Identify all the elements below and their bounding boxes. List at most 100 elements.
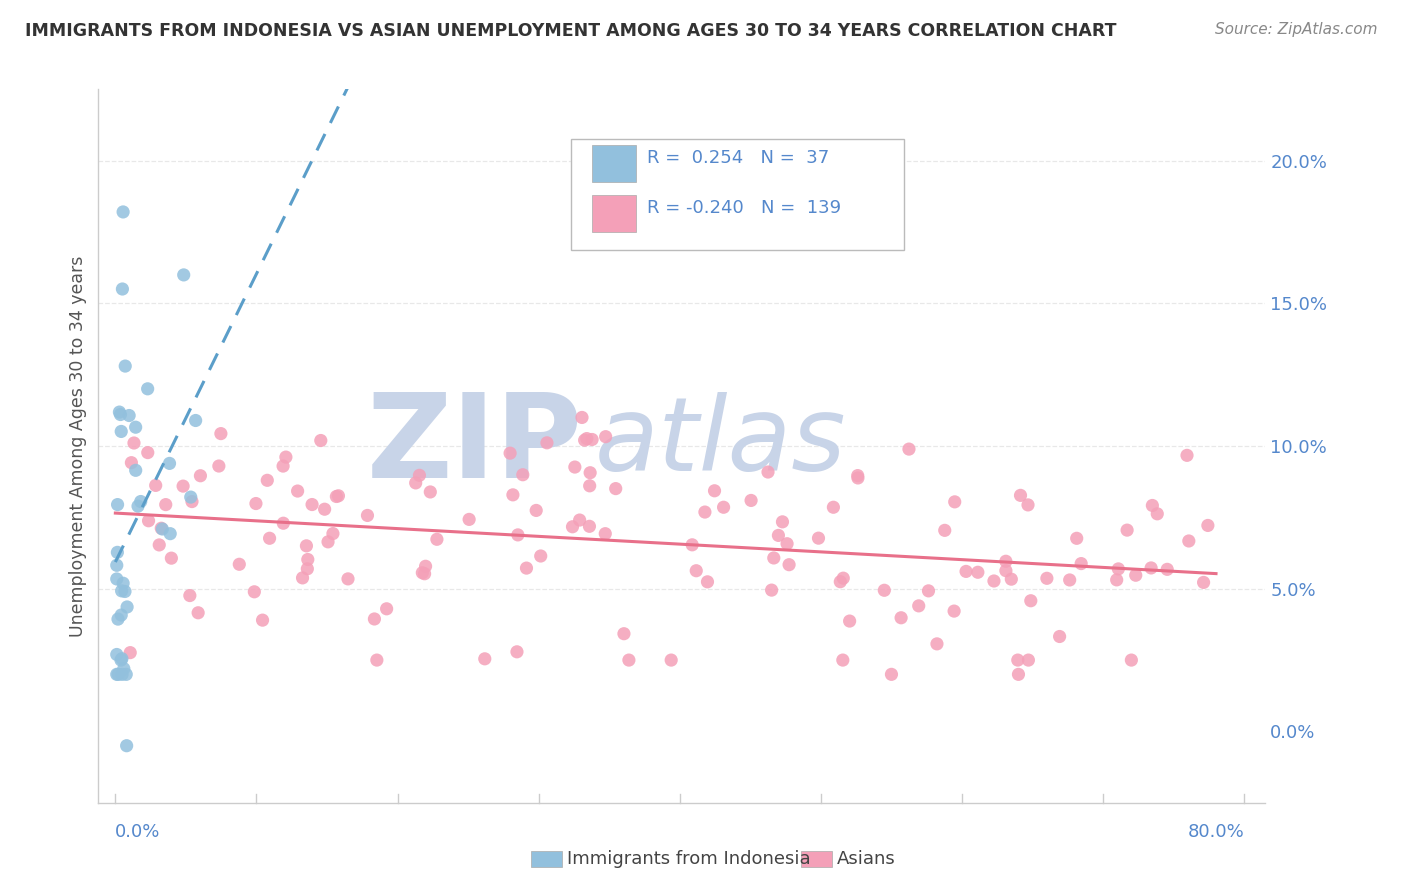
Point [1059,573,1081,587]
Point [125,463,148,477]
Point [1036,571,1059,585]
Text: Asians: Asians [837,850,896,868]
Point [366,653,388,667]
Point [105,545,128,559]
Point [571,410,593,425]
Point [917,583,939,598]
Point [256,473,278,487]
Point [172,479,194,493]
Point [271,459,294,474]
Text: R =  0.254   N =  37: R = 0.254 N = 37 [647,150,830,168]
Point [605,482,627,496]
Point [768,528,790,542]
Point [107,498,129,512]
Point [120,456,142,470]
Point [252,613,274,627]
Point [107,612,129,626]
Point [681,538,703,552]
Point [112,205,135,219]
Text: ZIP: ZIP [367,389,582,503]
Point [943,604,966,618]
Point [703,483,725,498]
Point [108,405,131,419]
Point [1066,531,1088,545]
Point [1197,518,1219,533]
Point [173,268,195,282]
Point [1121,653,1143,667]
Point [1105,573,1128,587]
Point [831,653,853,667]
Point [155,498,177,512]
Point [778,558,800,572]
Point [1007,667,1029,681]
Point [994,554,1017,568]
Text: Source: ZipAtlas.com: Source: ZipAtlas.com [1215,22,1378,37]
Point [593,526,616,541]
Point [579,466,602,480]
Point [110,425,132,439]
Point [499,446,522,460]
Point [114,584,136,599]
Point [506,528,529,542]
Point [966,566,988,580]
Point [830,574,852,589]
Point [150,522,173,536]
Text: R = -0.240   N =  139: R = -0.240 N = 139 [647,200,841,218]
Point [1049,630,1071,644]
Point [114,359,136,373]
Point [524,503,547,517]
Point [1017,498,1039,512]
Point [115,599,138,614]
Point [846,471,869,485]
Point [776,537,799,551]
Point [105,558,128,573]
Text: 0.0%: 0.0% [115,822,160,841]
Point [122,436,145,450]
Point [118,409,141,423]
Point [180,490,202,504]
Point [807,531,830,545]
Point [129,494,152,508]
Point [314,502,336,516]
Point [124,420,146,434]
Point [659,653,682,667]
Point [110,608,132,623]
Point [112,576,135,591]
Y-axis label: Unemployment Among Ages 30 to 34 years: Unemployment Among Ages 30 to 34 years [69,255,87,637]
Point [160,551,183,566]
Point [740,493,762,508]
Point [1017,653,1039,667]
Point [181,494,204,508]
Point [994,564,1017,578]
Point [512,467,534,482]
Point [150,521,173,535]
Point [190,468,212,483]
Point [873,583,896,598]
Point [411,566,433,580]
Point [309,434,332,448]
Point [145,478,167,492]
Point [136,445,159,459]
Point [1125,568,1147,582]
Point [209,426,232,441]
Point [1142,499,1164,513]
Point [595,430,617,444]
Point [772,515,794,529]
Point [291,571,314,585]
Point [934,524,956,538]
Point [713,500,735,515]
Point [761,583,783,598]
Point [1175,448,1198,462]
Point [301,498,323,512]
Point [1107,562,1129,576]
Point [1070,557,1092,571]
Point [1140,561,1163,575]
Point [159,457,181,471]
Point [536,435,558,450]
FancyBboxPatch shape [592,145,637,182]
Point [1156,562,1178,576]
Point [426,533,449,547]
Point [1178,533,1201,548]
Point [897,442,920,456]
Point [925,637,948,651]
